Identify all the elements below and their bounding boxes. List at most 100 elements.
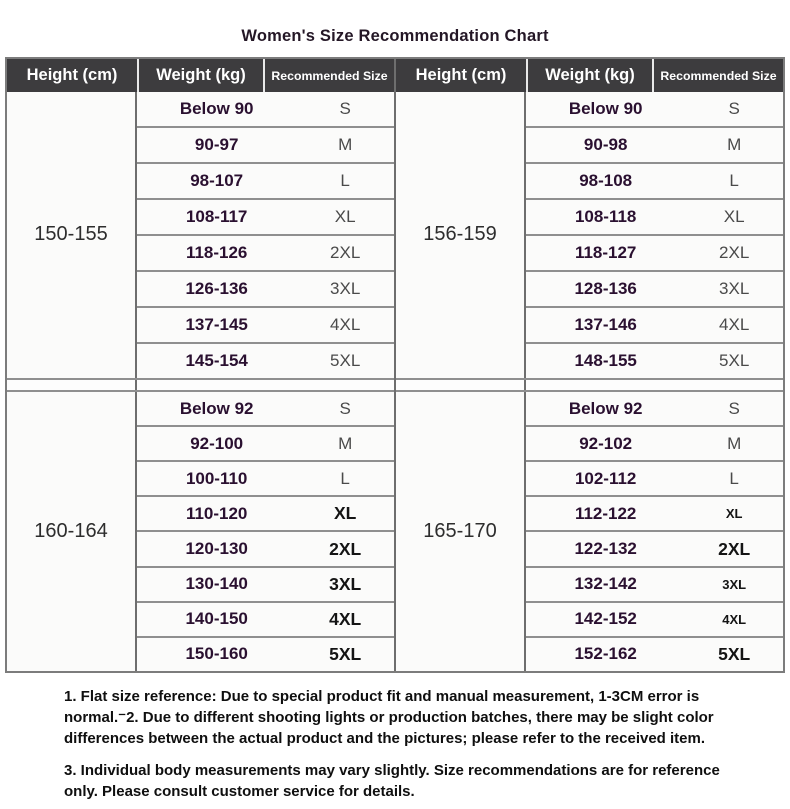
weight-cell: 145-154 <box>185 351 248 370</box>
weight-cell: 118-126 <box>185 243 248 262</box>
weight-cell: 130-140 <box>185 574 248 594</box>
size-table-row: 137-145 4XL <box>137 308 394 344</box>
section-156-159: 156-159 Below 90 S 90-98 M 98-108 L 108-118 XL 1… <box>396 92 783 378</box>
size-table-row: 90-97 M <box>137 128 394 164</box>
note-flat-size-reference: 1. Flat size reference: Due to special p… <box>64 688 714 747</box>
size-table-row: 118-126 2XL <box>137 236 394 272</box>
size-table-row: 150-160 5XL <box>137 637 394 671</box>
size-chart-title: Women's Size Recommendation Chart <box>241 27 549 45</box>
separator-left <box>396 379 526 390</box>
size-table-right-half: Height (cm) Weight (kg) Recommended Size… <box>396 59 783 671</box>
size-cell: 2XL <box>719 243 750 262</box>
weight-cell: 108-117 <box>185 207 248 226</box>
section-150-155: 150-155 Below 90 S 90-97 M 98-107 L 108-117 XL 1… <box>7 92 394 378</box>
size-table-row: 152-162 5XL <box>526 637 783 671</box>
header-cell-weight: Weight (kg) <box>528 59 652 92</box>
header-cell-recommended-size: Recommended Size <box>654 59 783 92</box>
size-cell: S <box>728 398 740 418</box>
size-cell: 2XL <box>329 538 362 559</box>
weight-cell: 92-102 <box>579 433 633 453</box>
height-range-cell: 156-159 <box>396 92 526 378</box>
size-cell: XL <box>723 207 745 226</box>
size-table: Height (cm) Weight (kg) Recommended Size… <box>5 57 785 673</box>
weight-cell: 102-112 <box>574 468 637 488</box>
size-cell: 5XL <box>330 351 361 370</box>
weight-cell: 90-98 <box>583 135 628 154</box>
size-cell: M <box>338 433 353 453</box>
footer-notes: 1. Flat size reference: Due to special p… <box>64 686 756 802</box>
weight-cell: 137-145 <box>185 315 248 334</box>
weight-cell: 120-130 <box>185 539 248 559</box>
size-cell: 5XL <box>718 643 751 664</box>
size-cell: XL <box>725 506 743 522</box>
section-160-164: 160-164 Below 92 S 92-100 M 100-110 L 110-120 X… <box>7 391 394 671</box>
note-individual-measurements: 3. Individual body measurements may vary… <box>64 762 720 800</box>
size-table-row: Below 90 S <box>526 92 783 128</box>
size-table-row: 148-155 5XL <box>526 344 783 378</box>
size-cell: L <box>340 468 350 488</box>
size-table-row: 92-102 M <box>526 427 783 463</box>
size-table-row: 137-146 4XL <box>526 308 783 344</box>
size-cell: 3XL <box>719 279 750 298</box>
size-table-row: Below 90 S <box>137 92 394 128</box>
weight-cell: 126-136 <box>185 279 248 298</box>
size-table-row: 100-110 L <box>137 462 394 498</box>
size-table-row: 110-120 XL <box>137 497 394 533</box>
size-cell: 3XL <box>722 576 747 592</box>
weight-cell: 98-107 <box>190 171 244 190</box>
size-table-row: 132-142 3XL <box>526 567 783 603</box>
size-cell: 4XL <box>719 315 750 334</box>
size-cell: M <box>727 433 742 453</box>
size-table-row: 102-112 L <box>526 462 783 498</box>
size-cell: XL <box>333 503 357 524</box>
size-table-row: Below 92 S <box>137 391 394 428</box>
header-cell-recommended-size: Recommended Size <box>265 59 394 92</box>
weight-cell: 152-162 <box>574 644 637 664</box>
weight-cell: 142-152 <box>574 609 637 629</box>
weight-cell: 148-155 <box>574 351 637 370</box>
size-cell: 3XL <box>330 279 361 298</box>
size-cell: S <box>728 99 740 118</box>
size-table-row: 98-108 L <box>526 164 783 200</box>
separator-rest <box>526 380 783 390</box>
weight-cell: 108-118 <box>574 207 637 226</box>
weight-cell: 128-136 <box>574 279 637 298</box>
weight-cell: 92-100 <box>190 433 244 453</box>
size-cell: M <box>338 135 353 154</box>
size-cell: L <box>729 468 739 488</box>
size-table-row: 90-98 M <box>526 128 783 164</box>
table-header-row: Height (cm) Weight (kg) Recommended Size <box>396 59 783 92</box>
size-table-row: 108-117 XL <box>137 200 394 236</box>
size-cell: 5XL <box>329 643 362 664</box>
size-cell: 4XL <box>722 611 747 627</box>
size-cell: S <box>339 99 351 118</box>
rows-container: Below 90 S 90-98 M 98-108 L 108-118 XL 118-127 2X… <box>526 92 783 378</box>
size-table-row: Below 92 S <box>526 391 783 428</box>
header-cell-weight: Weight (kg) <box>139 59 263 92</box>
section-165-170: 165-170 Below 92 S 92-102 M 102-112 L 112-122 X… <box>396 391 783 671</box>
size-table-row: 98-107 L <box>137 164 394 200</box>
weight-cell: Below 90 <box>179 99 254 118</box>
header-cell-height: Height (cm) <box>396 59 526 92</box>
size-table-row: 126-136 3XL <box>137 272 394 308</box>
weight-cell: Below 92 <box>179 398 254 418</box>
weight-cell: 110-120 <box>185 503 248 523</box>
size-cell: L <box>729 171 739 190</box>
size-table-row: 118-127 2XL <box>526 236 783 272</box>
header-cell-height: Height (cm) <box>7 59 137 92</box>
size-cell: 4XL <box>330 315 361 334</box>
size-table-row: 128-136 3XL <box>526 272 783 308</box>
size-table-row: 112-122 XL <box>526 497 783 533</box>
size-table-row: 130-140 3XL <box>137 567 394 603</box>
size-cell: M <box>727 135 742 154</box>
separator-row <box>7 377 394 392</box>
weight-cell: 100-110 <box>185 468 248 488</box>
size-table-row: 122-132 2XL <box>526 532 783 568</box>
size-cell: S <box>339 398 351 418</box>
size-table-row: 120-130 2XL <box>137 532 394 568</box>
size-table-row: 142-152 4XL <box>526 602 783 638</box>
table-header-row: Height (cm) Weight (kg) Recommended Size <box>7 59 394 92</box>
size-table-row: 108-118 XL <box>526 200 783 236</box>
rows-container: Below 92 S 92-102 M 102-112 L 112-122 XL 122-132… <box>526 391 783 671</box>
size-table-row: 140-150 4XL <box>137 602 394 638</box>
